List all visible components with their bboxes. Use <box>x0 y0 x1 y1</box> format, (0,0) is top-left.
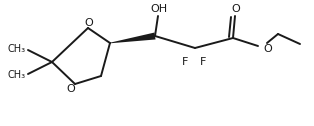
Polygon shape <box>110 33 155 43</box>
Text: O: O <box>85 18 93 28</box>
Text: CH₃: CH₃ <box>8 44 26 54</box>
Text: O: O <box>263 44 272 54</box>
Text: O: O <box>67 84 75 94</box>
Text: O: O <box>232 4 241 14</box>
Text: CH₃: CH₃ <box>8 70 26 80</box>
Text: F: F <box>200 57 206 67</box>
Text: OH: OH <box>150 4 168 14</box>
Text: F: F <box>182 57 188 67</box>
